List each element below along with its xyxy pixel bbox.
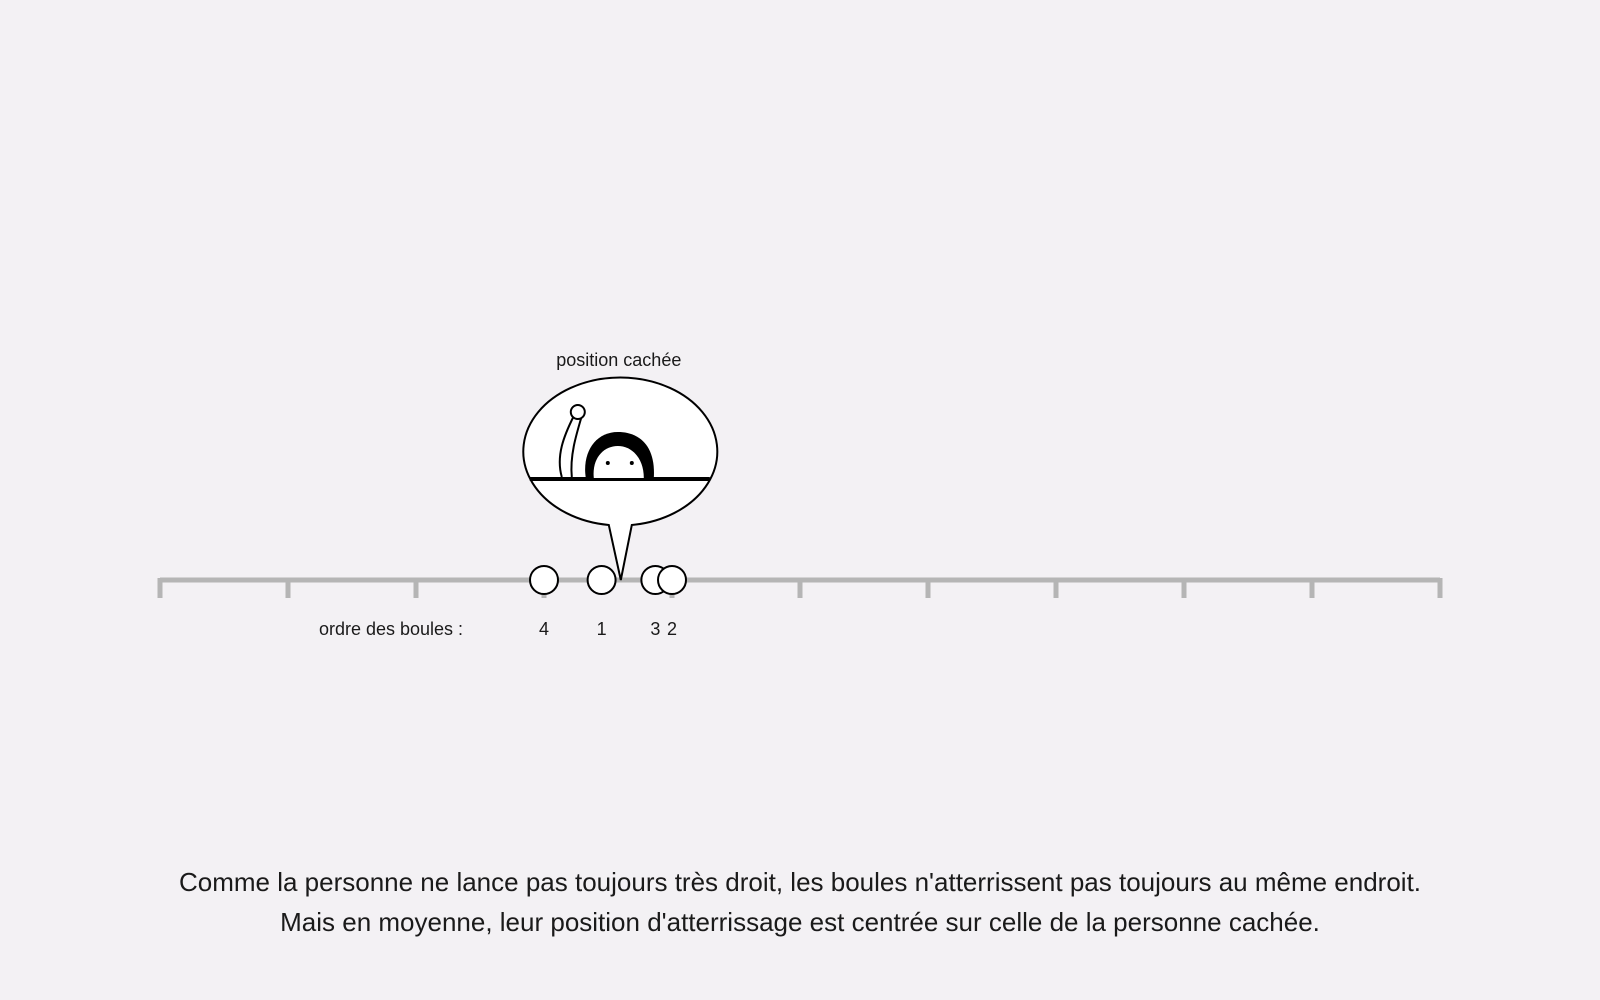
hidden-position-label: position cachée (556, 350, 681, 370)
ball-4 (529, 565, 559, 595)
hidden-person-bubble: position cachée (522, 350, 719, 581)
ball-2 (657, 565, 687, 595)
person-eye-right (629, 461, 634, 465)
person-eye-left (605, 461, 610, 465)
person-face (593, 446, 644, 478)
number-line (157, 577, 1443, 598)
held-ball-icon (569, 404, 586, 420)
explanation-caption: Comme la personne ne lance pas toujours … (0, 862, 1600, 942)
ball-order-number: 4 (539, 619, 549, 639)
caption-line-1: Comme la personne ne lance pas toujours … (178, 867, 1422, 897)
raised-arm (558, 415, 583, 478)
ball-order-number: 2 (667, 619, 677, 639)
ball-order-label: ordre des boules : (319, 619, 463, 639)
caption-line-2: Mais en moyenne, leur position d'atterri… (280, 907, 1320, 937)
ball-1 (586, 565, 617, 595)
landed-balls (529, 565, 687, 595)
ball-order-number: 3 (650, 619, 660, 639)
ball-order-number: 1 (597, 619, 607, 639)
